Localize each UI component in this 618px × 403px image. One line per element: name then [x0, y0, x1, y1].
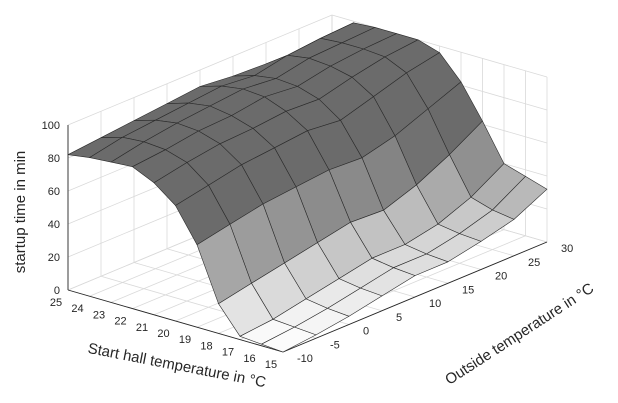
- x-tick-label: 23: [93, 309, 105, 321]
- y-tick-label: -5: [330, 339, 340, 351]
- back-wall-grid-line: [67, 14, 333, 126]
- x-axis-label: Start hall temperature in °C: [86, 340, 267, 391]
- x-tick-label: 24: [71, 303, 83, 315]
- y-tick-label: 20: [495, 271, 507, 283]
- surface-mesh: [67, 22, 548, 353]
- x-tick-label: 18: [200, 340, 212, 352]
- x-tick-label: 16: [243, 353, 255, 365]
- z-tick-label: 60: [48, 186, 60, 198]
- x-tick-label: 17: [222, 347, 234, 359]
- x-axis-line: [67, 289, 284, 353]
- x-tick-label: 20: [157, 328, 169, 340]
- side-wall-grid-line: [331, 14, 548, 78]
- z-tick-label: 0: [54, 285, 60, 297]
- y-tick-label: 15: [462, 284, 474, 296]
- z-tick-label: 20: [48, 252, 60, 264]
- x-tick-label: 22: [114, 316, 126, 328]
- axes-lines: [67, 125, 548, 353]
- y-tick-label: -10: [297, 353, 313, 365]
- y-tick-label: 10: [429, 298, 441, 310]
- y-tick-label: 25: [528, 257, 540, 269]
- x-tick-label: 25: [50, 297, 62, 309]
- surface-patch: [261, 326, 317, 353]
- x-tick-label: 21: [136, 322, 148, 334]
- x-tick-label: 15: [265, 359, 277, 371]
- z-tick-label: 80: [48, 153, 60, 165]
- y-axis-line: [282, 241, 548, 353]
- z-tick-label: 100: [42, 120, 60, 132]
- y-tick-label: 5: [396, 312, 402, 324]
- y-tick-label: 30: [561, 243, 573, 255]
- z-axis-label: startup time in min: [12, 151, 29, 274]
- y-tick-label: 0: [363, 326, 369, 338]
- tick-labels: 0 20 40 60 80 100 25 24 23 22 21 20 19 18 17 16 15 -10 -5 0…: [42, 120, 574, 371]
- x-tick-label: 19: [179, 334, 191, 346]
- z-tick-label: 40: [48, 219, 60, 231]
